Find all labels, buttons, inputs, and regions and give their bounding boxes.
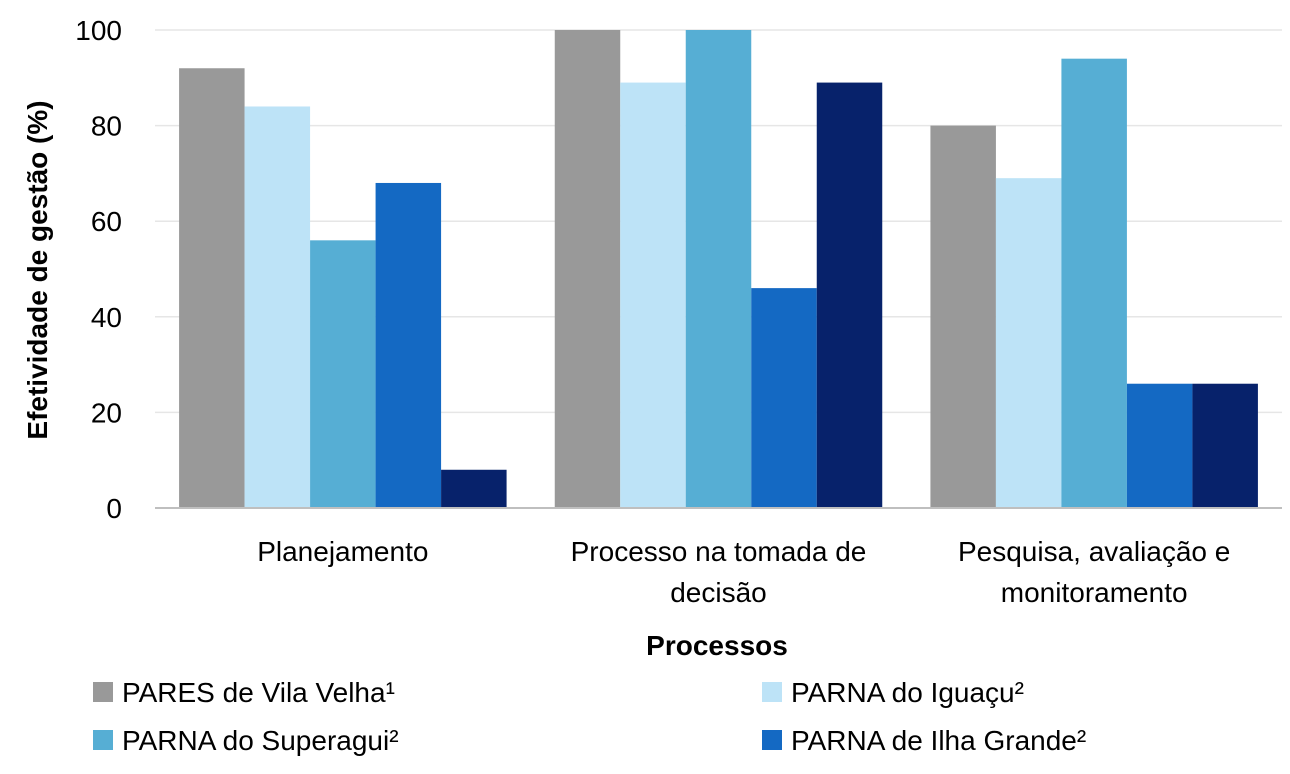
y-tick-label: 100 [75,15,122,46]
bar-parna-do-superagui-2 [685,30,752,508]
legend-swatch [762,682,782,702]
bar-parna-do-igua-u-1 [244,106,311,508]
y-tick-label: 60 [91,206,122,237]
y-axis-title: Efetividade de gestão (%) [22,100,53,439]
y-tick-label: 0 [106,493,122,524]
bar-parna-de-ilha-grande-2 [751,288,817,508]
bar-parna-do-igua-u-3 [995,178,1062,508]
y-tick-labels: 0 20 40 60 80 100 [75,15,122,524]
bar-parna-de-ilha-grande-3 [1126,383,1193,508]
y-tick-label: 40 [91,302,122,333]
bar-series-5-1 [441,469,507,508]
category-labels: Planejamento Processo na tomada de decisão… [257,536,1230,608]
bar-pares-de-vila-velha-2 [554,30,621,508]
bars [179,30,1258,509]
legend-label: PARNA do Superagui² [122,725,399,756]
x-tick-label: Planejamento [257,536,428,567]
legend-swatch [93,730,113,750]
bar-parna-do-superagui-1 [310,240,376,508]
legend-label: PARNA do Iguaçu² [791,677,1024,708]
bar-series-5-2 [816,82,883,508]
legend-swatch [93,682,113,702]
bar-parna-de-ilha-grande-1 [375,182,442,508]
x-tick-label: decisão [670,577,767,608]
legend-label: PARES de Vila Velha¹ [122,677,395,708]
bar-parna-do-superagui-3 [1061,58,1127,509]
y-tick-label: 20 [91,397,122,428]
y-tick-label: 80 [91,111,122,142]
x-tick-label: Pesquisa, avaliação e [958,536,1230,567]
x-tick-label: monitoramento [1001,577,1188,608]
x-axis-title: Processos [646,630,788,661]
legend-label: PARNA de Ilha Grande² [791,725,1086,756]
bar-pares-de-vila-velha-1 [179,68,245,509]
x-tick-label: Processo na tomada de [571,536,867,567]
bar-series-5-3 [1192,383,1258,508]
legend-swatch [762,730,782,750]
bar-parna-do-igua-u-2 [620,82,686,508]
bar-pares-de-vila-velha-3 [930,125,996,508]
legend: PARES de Vila Velha¹ PARNA do Iguaçu² PARN… [93,677,1086,756]
